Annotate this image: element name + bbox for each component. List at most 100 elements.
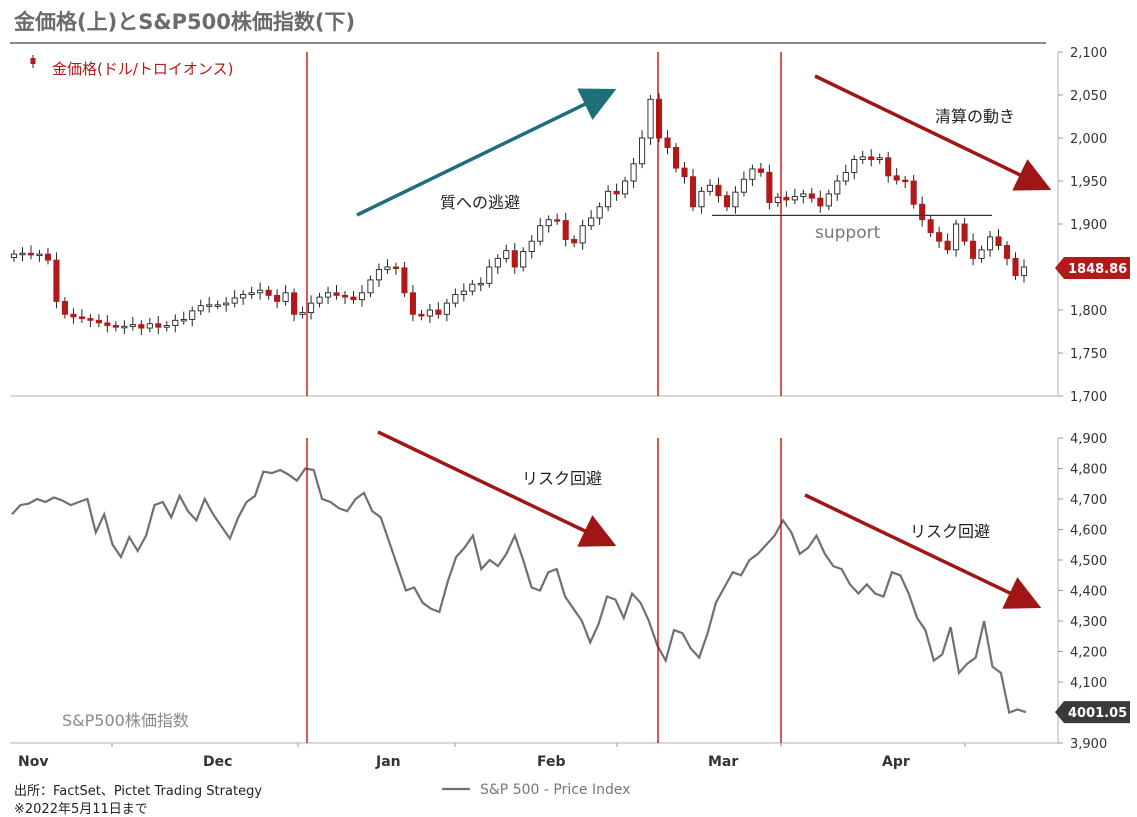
candle (571, 239, 578, 244)
candle (893, 175, 900, 181)
gold-ytick-label: 1,900 (1070, 218, 1107, 233)
candle (808, 193, 815, 199)
candle (588, 217, 595, 227)
candle (316, 296, 323, 304)
sp500-panel-label: S&P500株価指数 (62, 711, 189, 730)
candle (435, 309, 442, 315)
candle (740, 178, 747, 193)
candle (392, 266, 399, 269)
candle (426, 309, 433, 317)
candle (189, 310, 196, 320)
sp-ytick-label: 4,900 (1070, 432, 1107, 447)
x-axis-label: Mar (708, 754, 738, 770)
candle (630, 163, 637, 182)
candle (859, 156, 866, 160)
x-axis-label: Apr (882, 754, 910, 770)
sp-last-value-label: 4001.05 (1068, 706, 1127, 721)
candle (842, 171, 849, 182)
sp-ytick-label: 4,500 (1070, 554, 1107, 569)
candle (927, 219, 934, 234)
date-note: ※2022年5月11日まで (14, 802, 148, 817)
candle (486, 266, 493, 284)
title-divider (10, 42, 1046, 44)
gold-legend: 金価格(ドル/トロイオンス) (52, 60, 233, 78)
candle (53, 259, 60, 302)
candle (257, 289, 264, 294)
gold-last-value-badge (1055, 256, 1130, 279)
sp-ytick-label: 4,400 (1070, 585, 1107, 600)
candle (460, 290, 467, 295)
candle (231, 297, 238, 304)
candle (783, 196, 790, 201)
candle (172, 319, 179, 326)
candle (70, 313, 77, 318)
candle (384, 266, 391, 271)
candle (494, 257, 501, 268)
risk-off-arrow-1 (377, 430, 617, 547)
candle (10, 253, 18, 258)
candle (868, 156, 875, 160)
gold-ytick-label: 1,700 (1070, 390, 1107, 405)
candle (324, 292, 332, 298)
candle (749, 168, 756, 180)
candle (78, 316, 85, 320)
candle (44, 253, 51, 261)
gold-ytick-label: 1,800 (1070, 304, 1107, 319)
candle (706, 184, 714, 192)
candle (774, 196, 781, 203)
candle (19, 252, 26, 256)
candle (655, 98, 663, 139)
flight-arrow (356, 88, 617, 217)
candle (248, 292, 255, 295)
sp-ytick-label: 4,600 (1070, 524, 1107, 539)
candle (375, 269, 383, 281)
gold-ytick-label: 1,950 (1070, 175, 1107, 190)
candle (341, 294, 349, 298)
sp500-legend-label: S&P 500 - Price Index (480, 782, 631, 798)
candle (358, 292, 366, 301)
candle (452, 294, 459, 304)
gold-ytick-label: 1,750 (1070, 347, 1107, 362)
candle (910, 180, 917, 205)
candle (61, 300, 68, 315)
candle (579, 225, 586, 244)
liquidation-label: 清算の動き (935, 107, 1015, 126)
candle (155, 323, 162, 328)
candle (639, 137, 646, 165)
gold-legend-marker (30, 58, 36, 64)
candle (180, 319, 187, 322)
candle (469, 283, 476, 292)
candle (443, 302, 450, 315)
candle (791, 196, 798, 201)
candle (961, 223, 968, 242)
candle (206, 304, 213, 307)
candle (308, 302, 315, 314)
candle (757, 168, 764, 173)
candle (333, 292, 340, 296)
candle (723, 195, 730, 208)
sp-ytick-label: 4,100 (1070, 676, 1107, 691)
sp-ytick-label: 3,900 (1070, 737, 1107, 752)
candle (299, 312, 306, 315)
candle (995, 236, 1002, 246)
gold-ytick-label: 2,050 (1070, 89, 1107, 104)
candle (936, 232, 943, 242)
sp-ytick-label: 4,700 (1070, 493, 1107, 508)
candle (511, 250, 518, 268)
sp-ytick-label: 4,300 (1070, 615, 1107, 630)
candle (545, 219, 552, 227)
candle (163, 325, 170, 328)
source-note: 出所：FactSet、Pictet Trading Strategy (14, 784, 263, 799)
candle (503, 250, 510, 259)
candle (350, 296, 357, 301)
gold-ytick-label: 2,100 (1070, 46, 1107, 61)
x-axis-label: Jan (375, 754, 401, 770)
chart-title: 金価格(上)とS&P500株価指数(下) (14, 10, 356, 34)
candle (27, 252, 35, 256)
sp500-line (11, 467, 1027, 714)
candle (1020, 266, 1028, 277)
candle (537, 225, 544, 242)
candle (418, 313, 425, 317)
candle (876, 157, 883, 160)
candle (291, 292, 298, 315)
